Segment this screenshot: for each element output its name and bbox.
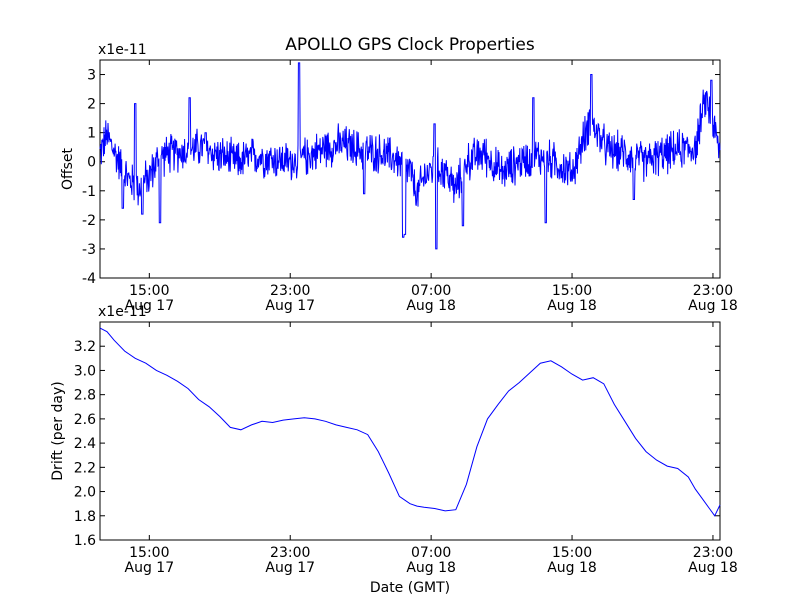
- drift-scale-label: x1e-11: [98, 304, 147, 320]
- drift-xtick-time-label: 23:00: [270, 545, 310, 561]
- offset-ytick-label: -2: [82, 213, 96, 229]
- drift-ytick-label: 2.6: [74, 412, 96, 428]
- offset-ytick-label: -3: [82, 242, 96, 258]
- offset-xtick-date-label: Aug 17: [265, 298, 315, 314]
- offset-ylabel: Offset: [60, 147, 76, 190]
- drift-ytick-label: 2.4: [74, 436, 96, 452]
- drift-plot-frame: [99, 321, 721, 541]
- offset-ytick-label: 3: [87, 68, 96, 84]
- drift-xtick-date-label: Aug 17: [265, 560, 315, 576]
- offset-ytick-label: -1: [82, 184, 96, 200]
- offset-series-line: [99, 62, 721, 250]
- drift-xtick-time-label: 07:00: [411, 545, 451, 561]
- drift-ytick-label: 2.2: [74, 460, 96, 476]
- offset-xtick-time-label: 07:00: [411, 283, 451, 299]
- offset-ytick-label: 2: [87, 97, 96, 113]
- drift-xtick-time-label: 23:00: [693, 545, 733, 561]
- chart-title: APOLLO GPS Clock Properties: [285, 35, 535, 55]
- offset-ytick-label: -4: [82, 271, 96, 287]
- drift-ytick-label: 3.0: [74, 363, 96, 379]
- drift-series-line: [99, 327, 721, 517]
- x-axis-label: Date (GMT): [370, 580, 450, 596]
- drift-ylabel: Drift (per day): [50, 381, 66, 480]
- offset-xtick-date-label: Aug 18: [547, 298, 597, 314]
- drift-ytick-label: 3.2: [74, 339, 96, 355]
- offset-xtick-time-label: 15:00: [129, 283, 169, 299]
- drift-ytick-label: 2.8: [74, 388, 96, 404]
- offset-ytick-label: 1: [87, 126, 96, 142]
- offset-ytick-label: 0: [87, 155, 96, 171]
- drift-xtick-date-label: Aug 17: [125, 560, 175, 576]
- offset-xtick-time-label: 23:00: [693, 283, 733, 299]
- offset-xtick-date-label: Aug 18: [688, 298, 738, 314]
- offset-xtick-date-label: Aug 18: [406, 298, 456, 314]
- offset-xtick-date-label: Aug 17: [125, 298, 175, 314]
- drift-xtick-time-label: 15:00: [552, 545, 592, 561]
- drift-ytick-label: 1.8: [74, 509, 96, 525]
- offset-xtick-time-label: 23:00: [270, 283, 310, 299]
- offset-scale-label: x1e-11: [98, 42, 147, 58]
- drift-xtick-time-label: 15:00: [129, 545, 169, 561]
- drift-ytick-label: 1.6: [74, 533, 96, 549]
- offset-plot-frame: [99, 59, 721, 279]
- drift-ytick-label: 2.0: [74, 485, 96, 501]
- offset-xtick-time-label: 15:00: [552, 283, 592, 299]
- drift-xtick-date-label: Aug 18: [406, 560, 456, 576]
- drift-xtick-date-label: Aug 18: [688, 560, 738, 576]
- drift-xtick-date-label: Aug 18: [547, 560, 597, 576]
